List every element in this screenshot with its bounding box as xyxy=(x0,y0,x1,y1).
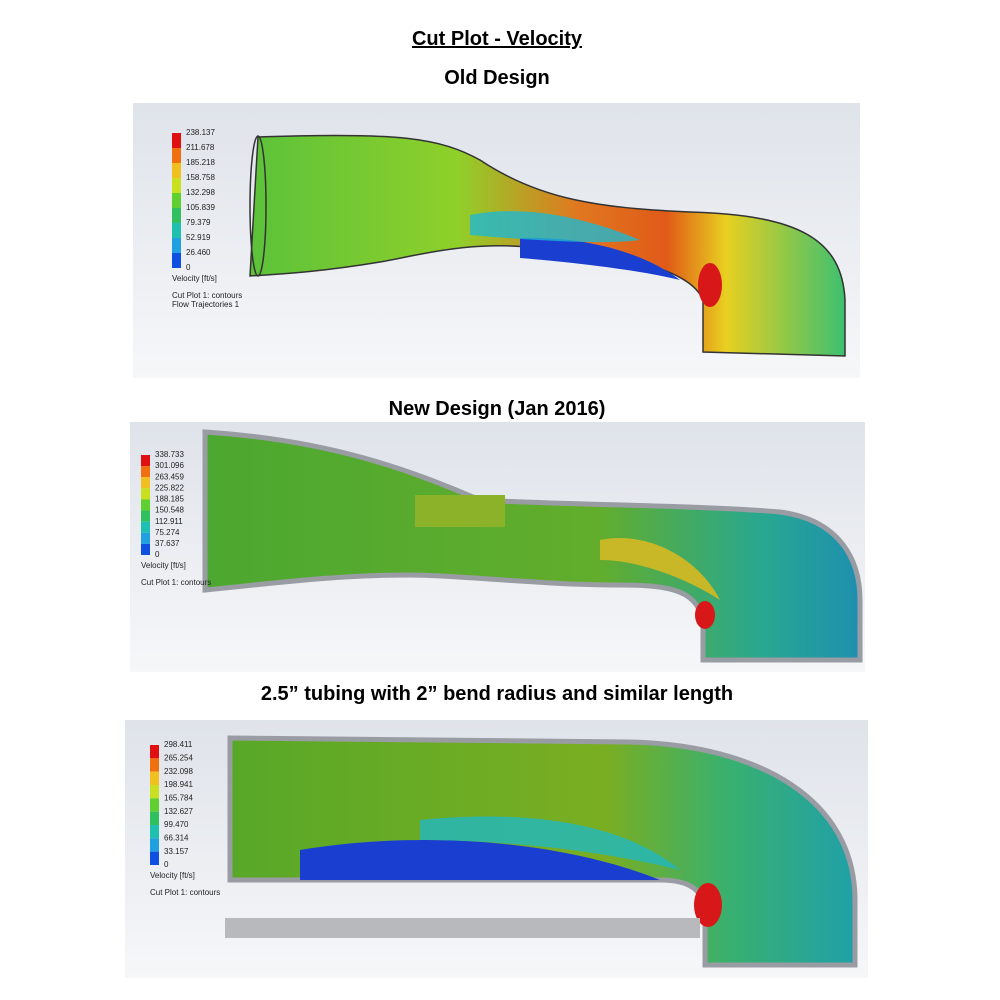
plot-note: Cut Plot 1: contours xyxy=(172,291,242,300)
legend-swatch xyxy=(172,223,181,238)
legend-label: 66.314 xyxy=(164,833,189,842)
legend-label: 238.137 xyxy=(186,128,215,137)
legend-unit: Velocity [ft/s] xyxy=(150,871,195,880)
legend-label: 112.911 xyxy=(155,517,183,526)
legend-label: 132.627 xyxy=(164,807,193,816)
legend-swatch xyxy=(150,811,159,825)
legend-label: 198.941 xyxy=(164,780,193,789)
low-velocity-zone xyxy=(300,840,660,880)
legend-swatch xyxy=(172,163,181,178)
legend-label: 338.733 xyxy=(155,450,184,459)
legend-swatch xyxy=(141,477,150,489)
legend-label: 232.098 xyxy=(164,767,193,776)
legend-unit: Velocity [ft/s] xyxy=(141,561,186,570)
legend-label: 0 xyxy=(164,860,169,869)
legend-swatch xyxy=(141,455,150,467)
legend-swatch xyxy=(150,758,159,772)
legend-swatch xyxy=(150,798,159,812)
legend-swatch xyxy=(141,466,150,478)
panel-heading: 2.5” tubing with 2” bend radius and simi… xyxy=(261,683,733,705)
legend-swatch xyxy=(172,238,181,253)
adjacent-tube xyxy=(225,918,700,938)
high-velocity-zone xyxy=(694,883,722,927)
legend-label: 158.758 xyxy=(186,173,215,182)
legend-swatch xyxy=(141,532,150,544)
legend-label: 225.822 xyxy=(155,483,184,492)
legend-label: 188.185 xyxy=(155,495,184,504)
legend-swatch xyxy=(172,253,181,268)
legend-label: 33.157 xyxy=(164,847,189,856)
legend-label: 211.678 xyxy=(186,143,215,152)
legend-label: 132.298 xyxy=(186,188,215,197)
legend-swatch xyxy=(150,771,159,785)
legend-label: 301.096 xyxy=(155,461,184,470)
legend-swatch xyxy=(150,838,159,852)
legend-label: 185.218 xyxy=(186,158,215,167)
legend-label: 165.784 xyxy=(164,793,193,802)
legend-label: 79.379 xyxy=(186,218,211,227)
legend-label: 265.254 xyxy=(164,753,193,762)
panel-heading: Old Design xyxy=(444,67,550,89)
mid-velocity-zone xyxy=(470,211,640,243)
page-title: Cut Plot - Velocity xyxy=(412,28,583,50)
mid-velocity-zone xyxy=(600,538,720,600)
legend-label: 0 xyxy=(155,550,160,559)
legend-label: 0 xyxy=(186,263,191,272)
legend-swatch xyxy=(150,785,159,799)
legend-swatch xyxy=(141,499,150,511)
legend-swatch xyxy=(172,148,181,163)
plot-note: Cut Plot 1: contours xyxy=(150,888,220,897)
legend-swatch xyxy=(141,543,150,555)
legend-label: 26.460 xyxy=(186,248,211,257)
mid-velocity-zone xyxy=(415,495,505,527)
legend-swatch xyxy=(150,851,159,865)
legend-swatch xyxy=(141,510,150,522)
legend-label: 298.411 xyxy=(164,740,193,749)
low-velocity-zone xyxy=(520,237,680,280)
legend-label: 105.839 xyxy=(186,203,215,212)
legend-swatch xyxy=(172,208,181,223)
plot-note: Flow Trajectories 1 xyxy=(172,300,240,309)
plot-note: Cut Plot 1: contours xyxy=(141,578,211,587)
legend-swatch xyxy=(172,193,181,208)
high-velocity-zone xyxy=(698,263,722,307)
high-velocity-zone xyxy=(695,601,715,629)
inlet xyxy=(249,135,267,277)
legend-swatch xyxy=(150,745,159,759)
legend-label: 52.919 xyxy=(186,233,211,242)
mid-velocity-zone xyxy=(420,816,680,870)
legend-label: 37.637 xyxy=(155,539,180,548)
legend-swatch xyxy=(141,488,150,500)
legend-swatch xyxy=(172,178,181,193)
legend-label: 150.548 xyxy=(155,506,184,515)
legend-swatch xyxy=(172,133,181,148)
legend-label: 99.470 xyxy=(164,820,189,829)
legend-label: 263.459 xyxy=(155,472,184,481)
legend-swatch xyxy=(141,521,150,533)
panel-heading: New Design (Jan 2016) xyxy=(389,398,606,420)
legend-swatch xyxy=(150,825,159,839)
legend-label: 75.274 xyxy=(155,528,180,537)
legend-unit: Velocity [ft/s] xyxy=(172,274,217,283)
